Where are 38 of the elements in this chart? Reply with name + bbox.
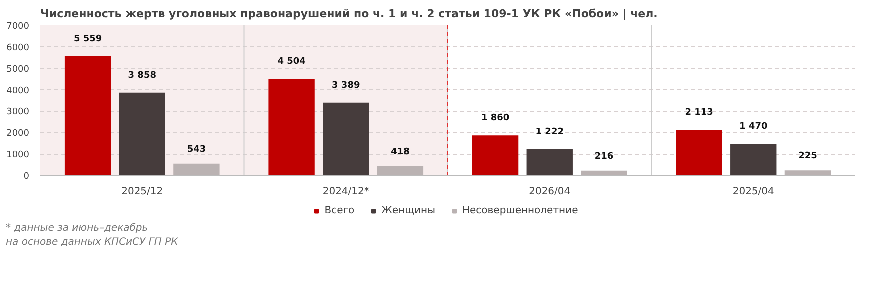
bar bbox=[64, 56, 112, 176]
data-label: 1 222 bbox=[536, 127, 564, 138]
legend-label: Всего bbox=[324, 206, 355, 216]
data-label: 543 bbox=[187, 144, 206, 155]
data-label: 5 559 bbox=[74, 34, 102, 44]
text: * данные за июнь–декабрь bbox=[6, 222, 148, 236]
data-label: 4 504 bbox=[278, 56, 306, 67]
y-tick-label: 0 bbox=[24, 172, 30, 182]
x-tick-label: 2025/12 bbox=[122, 186, 164, 198]
data-label: 1 470 bbox=[740, 122, 768, 132]
y-tick-label: 1000 bbox=[6, 150, 30, 161]
legend-label: Женщины bbox=[382, 206, 436, 216]
y-tick-label: 7000 bbox=[6, 22, 30, 32]
data-label: 418 bbox=[391, 148, 410, 158]
y-tick-label: 5000 bbox=[6, 64, 30, 75]
legend-label: Несовершеннолетние bbox=[462, 206, 578, 216]
x-tick-label: 2024/12* bbox=[322, 186, 370, 198]
bar bbox=[676, 130, 722, 176]
chart-title: Численность жертв уголовных правонарушений по ч. 1 и ч. 2 статьи 109-1 УК РК «Побои» | чел. bbox=[40, 8, 658, 20]
bar bbox=[119, 92, 166, 176]
y-tick-label: 4000 bbox=[6, 86, 30, 96]
data-label: 2 113 bbox=[685, 108, 714, 118]
bar bbox=[526, 149, 573, 176]
bar bbox=[323, 102, 370, 176]
y-tick-label: 3000 bbox=[6, 108, 30, 118]
x-tick-label: 2026/04 bbox=[529, 186, 571, 198]
data-label: 225 bbox=[798, 152, 818, 162]
bar bbox=[268, 78, 315, 176]
bar bbox=[730, 144, 777, 176]
data-label: 216 bbox=[594, 152, 614, 162]
y-tick-label: 6000 bbox=[6, 43, 30, 54]
y-tick-label: 2000 bbox=[6, 129, 30, 140]
text: на основе данных КПСиСУ ГП РК bbox=[6, 236, 178, 250]
data-label: 1 860 bbox=[481, 114, 510, 124]
data-label: 3 389 bbox=[332, 80, 360, 91]
bar bbox=[472, 136, 519, 176]
data-label: 3 858 bbox=[128, 70, 156, 81]
x-tick-label: 2025/04 bbox=[732, 186, 774, 198]
